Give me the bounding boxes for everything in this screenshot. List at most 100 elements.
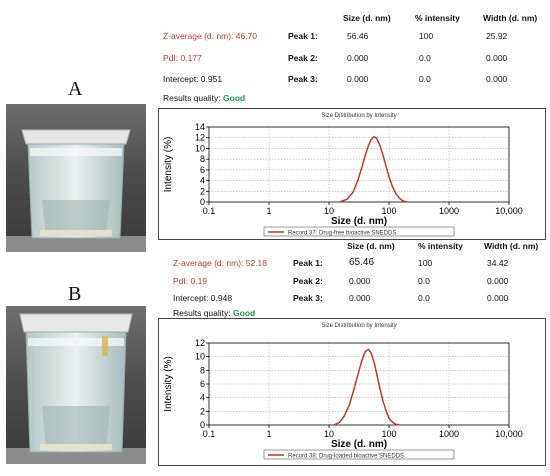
chart-b-data-point <box>385 410 387 412</box>
peak1-size-b: 65.46 <box>349 257 375 268</box>
chart-b-data-point <box>398 424 401 426</box>
chart-b-data-point <box>382 401 384 403</box>
chart-a-title: Size Distribution by Intensity <box>321 113 396 119</box>
chart-a-ytick-label: 0 <box>200 197 205 207</box>
chart-b-legend-label: Record 38: Drug-loaded bioactive SNEDDS <box>288 454 404 460</box>
peak3-label-a: Peak 3: <box>288 74 318 84</box>
chart-b-xtick-label: 0.1 <box>203 429 216 439</box>
chart-a-data-point <box>406 201 408 203</box>
col-header-intensity-b: % intensity <box>418 241 463 251</box>
chart-a-legend-box <box>263 226 455 237</box>
chart-a-data-point <box>373 136 375 138</box>
chart-a-data-point <box>398 197 401 199</box>
chart-b: Size Distribution by Intensity 0 2 4 6 8 10 12 0… <box>163 323 523 460</box>
chart-a-ytick-label: 12 <box>195 133 205 143</box>
chart-a-ytick-label: 8 <box>200 154 205 164</box>
chart-a-xtick-label: 100 <box>381 206 396 216</box>
intercept-a: Intercept: 0.951 <box>163 74 223 84</box>
peak3-size-b: 0.000 <box>349 293 371 303</box>
chart-a-ytick-label: 2 <box>200 186 205 196</box>
chart-b-yaxis-label: Intensity (%) <box>163 356 174 412</box>
chart-b-data-point <box>370 351 372 354</box>
peak1-label-a: Peak 1: <box>288 31 318 41</box>
chart-b-data-point <box>367 348 369 350</box>
peak1-label-b: Peak 1: <box>293 258 323 268</box>
chart-b-data-point <box>376 374 378 376</box>
peak3-width-b: 0.000 <box>487 293 509 303</box>
col-header-intensity-a: % intensity <box>415 13 460 23</box>
chart-a-data-point <box>361 167 363 169</box>
peak2-size-b: 0.000 <box>349 276 371 286</box>
chart-a-ytick-label: 6 <box>200 165 205 175</box>
chart-b-plot-area <box>208 342 510 426</box>
chart-a-xtick-label: 10 <box>324 206 334 216</box>
chart-a-data-point <box>395 192 397 195</box>
chart-b-data-point <box>379 386 381 389</box>
pdi-b: PdI: 0.19 <box>173 276 208 286</box>
chart-b-ytick-label: 12 <box>195 338 205 348</box>
chart-a-frame: Size Distribution by Intensity 0 2 4 6 8 10 12 1… <box>158 108 546 240</box>
container-photo-a <box>6 104 146 252</box>
chart-b-data-point <box>348 403 351 406</box>
chart-a-data-point <box>338 201 341 203</box>
chart-b-ytick-label: 0 <box>200 420 205 430</box>
chart-a-data-point <box>382 155 384 157</box>
peak3-size-a: 0.000 <box>347 74 369 84</box>
chart-a-plot-area <box>208 126 510 203</box>
chart-a-data-point <box>402 200 404 202</box>
peak1-intensity-b: 100 <box>418 258 433 268</box>
chart-a: Size Distribution by Intensity0246810121… <box>163 113 523 237</box>
col-header-size-a: Size (d. nm) <box>343 13 391 23</box>
peak3-intensity-b: 0.0 <box>418 293 430 303</box>
chart-a-ytick-label: 10 <box>195 143 205 153</box>
chart-b-data-point <box>357 375 359 377</box>
quality-a: Results quality: Good <box>163 93 245 103</box>
chart-b-ytick-label: 10 <box>195 352 205 362</box>
photo-a-drawing <box>6 104 146 252</box>
chart-b-data-point <box>388 417 390 419</box>
chart-a-data-point <box>392 186 394 188</box>
quality-b: Results quality: Good <box>173 308 255 318</box>
chart-b-legend-box <box>263 449 455 460</box>
chart-a-data-point <box>375 137 378 139</box>
chart-b-xaxis-label: Size (d. nm) <box>331 439 387 450</box>
chart-a-data-point <box>388 176 390 178</box>
col-header-width-b: Width (d. nm) <box>484 241 539 251</box>
quality-label-b: Results quality: <box>173 308 231 318</box>
chart-a-data-point <box>346 198 348 200</box>
chart-b-data-point <box>395 423 397 425</box>
chart-a-xtick-label: 0.1 <box>203 206 216 216</box>
chart-a-data-point <box>379 144 381 146</box>
chart-a-xtick-label: 1000 <box>439 206 459 216</box>
chart-b-data-point <box>353 388 355 391</box>
panel-b-letter: B <box>68 283 82 305</box>
quality-value-b: Good <box>233 308 256 318</box>
intercept-b: Intercept: 0.948 <box>173 293 233 303</box>
col-header-width-a: Width (d. nm) <box>483 13 538 23</box>
chart-b-ytick-label: 8 <box>200 365 205 375</box>
chart-b-data-point <box>392 421 394 423</box>
chart-a-data-point <box>352 191 354 193</box>
chart-b-xtick-label: 10,000 <box>495 429 523 439</box>
panel-a-letter: A <box>68 78 83 100</box>
peak1-width-a: 25.92 <box>486 31 508 41</box>
chart-b-data-point <box>333 424 335 426</box>
chart-b-xtick-label: 1000 <box>439 429 459 439</box>
chart-a-data-point <box>385 166 387 168</box>
chart-b-xtick-label: 100 <box>381 429 396 439</box>
chart-a-ytick-label: 14 <box>195 122 205 132</box>
peak3-intensity-a: 0.0 <box>419 74 431 84</box>
chart-a-data-point <box>370 139 372 141</box>
peak2-intensity-b: 0.0 <box>418 276 430 286</box>
col-header-size-b: Size (d. nm) <box>347 241 395 251</box>
chart-a-ytick-label: 4 <box>200 176 205 186</box>
chart-b-data-point <box>338 421 341 423</box>
peak2-size-a: 0.000 <box>347 53 369 63</box>
chart-b-ytick-label: 6 <box>200 379 205 389</box>
chart-b-xtick-label: 1 <box>266 429 271 439</box>
chart-a-xtick-label: 10,000 <box>495 206 523 216</box>
chart-b-series-line <box>333 348 400 426</box>
chart-a-xtick-label: 1 <box>266 206 271 216</box>
peak2-width-a: 0.000 <box>486 53 508 63</box>
pdi-a: PdI: 0.177 <box>163 53 202 63</box>
